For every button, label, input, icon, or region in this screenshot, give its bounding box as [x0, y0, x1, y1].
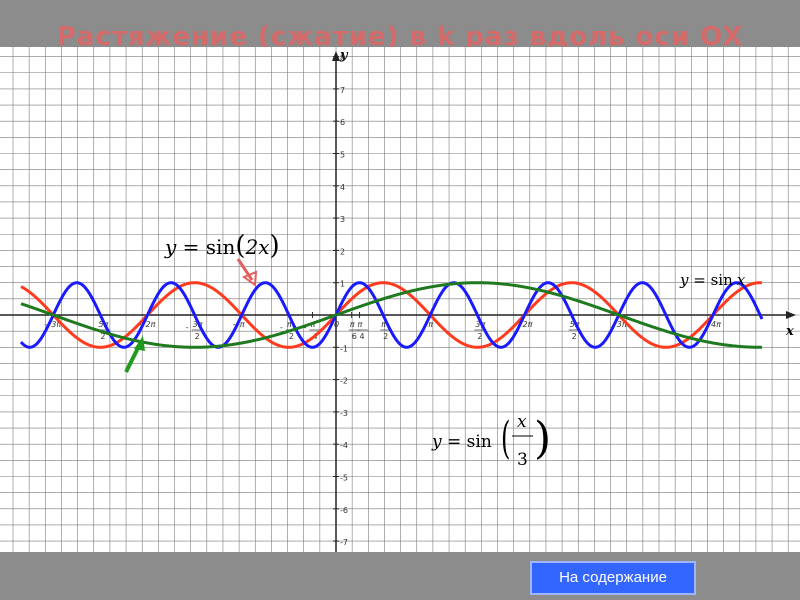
- x-tick-den: 2: [195, 332, 200, 341]
- y-tick-label: 4: [340, 183, 345, 192]
- axes: xy: [0, 48, 796, 552]
- x-tick-sign: -: [280, 323, 283, 332]
- x-tick-num: 2π: [146, 320, 156, 329]
- x-axis-arrow: [786, 311, 796, 319]
- x-tick-den: 2: [572, 332, 577, 341]
- x-tick-label: 3π: [617, 320, 627, 329]
- grid: [0, 47, 800, 552]
- y-tick-label: 1: [340, 280, 345, 289]
- x-tick-num: π: [358, 320, 363, 329]
- x-tick-label: π: [428, 320, 433, 329]
- x-tick-sign: -: [44, 320, 47, 329]
- y-axis-arrow: [332, 51, 340, 61]
- y-tick-label: -4: [340, 441, 348, 450]
- x-tick-sign: -: [233, 320, 236, 329]
- svg-text:): ): [534, 413, 551, 464]
- svg-text:3: 3: [517, 450, 528, 470]
- x-tick-num: π: [240, 320, 245, 329]
- y-tick-label: -2: [340, 377, 348, 386]
- y-axis-label: y: [339, 48, 349, 63]
- x-tick-den: 2: [477, 332, 482, 341]
- y-tick-label: 8: [340, 54, 345, 63]
- curves: [19, 281, 764, 349]
- curve-sin2x: [19, 281, 764, 349]
- curve-sinx3: [20, 281, 763, 349]
- y-tick-label: 7: [340, 86, 345, 95]
- formula-sin-2x: y = sin(2x): [164, 231, 280, 261]
- x-tick-label: π4: [356, 320, 369, 341]
- x-tick-num: 4π: [711, 320, 721, 329]
- x-tick-label: -3π: [44, 320, 61, 329]
- y-tick-label: -5: [340, 474, 348, 483]
- svg-text:y = sin: y = sin: [431, 432, 492, 452]
- x-tick-num: π: [350, 320, 355, 329]
- y-tick-label: 3: [340, 215, 345, 224]
- x-tick-label: 2π: [522, 320, 532, 329]
- x-tick-label: -π: [233, 320, 245, 329]
- x-tick-num: 3π: [617, 320, 627, 329]
- x-tick-num: 0: [334, 320, 339, 329]
- x-tick-num: π: [381, 320, 386, 329]
- y-tick-label: -1: [340, 344, 348, 353]
- y-tick-label: -6: [340, 506, 348, 515]
- x-tick-num: π: [287, 320, 292, 329]
- y-tick-label: -7: [340, 538, 348, 547]
- x-tick-num: 3π: [51, 320, 61, 329]
- arrow-sin-x-over-3: [124, 336, 145, 373]
- x-tick-label: 0: [334, 320, 339, 329]
- y-tick-label: 5: [340, 151, 345, 160]
- svg-text:x: x: [517, 412, 527, 432]
- svg-text:(: (: [501, 413, 510, 464]
- x-tick-label: 4π: [711, 320, 721, 329]
- x-tick-den: 4: [360, 332, 365, 341]
- plot-background: [0, 47, 800, 552]
- x-tick-den: 2: [383, 332, 388, 341]
- x-tick-den: 2: [289, 332, 294, 341]
- x-tick-den: 6: [352, 332, 357, 341]
- y-tick-label: 2: [340, 247, 345, 256]
- x-tick-num: π: [428, 320, 433, 329]
- x-axis-label: x: [785, 324, 794, 339]
- y-tick-label: -3: [340, 409, 348, 418]
- formula-labels: y = sin x y = sin(2x) y = sin ( x 3 ): [124, 231, 746, 470]
- contents-button[interactable]: На содержание: [530, 561, 696, 595]
- formula-sin-x: y = sin x: [679, 271, 746, 289]
- x-tick-den: 2: [100, 332, 105, 341]
- formula-sin-x-over-3: y = sin ( x 3 ): [431, 412, 551, 470]
- x-tick-num: 2π: [522, 320, 532, 329]
- arrow-sin-2x: [236, 258, 258, 287]
- x-tick-sign: -: [186, 323, 189, 332]
- y-tick-label: 6: [340, 118, 345, 127]
